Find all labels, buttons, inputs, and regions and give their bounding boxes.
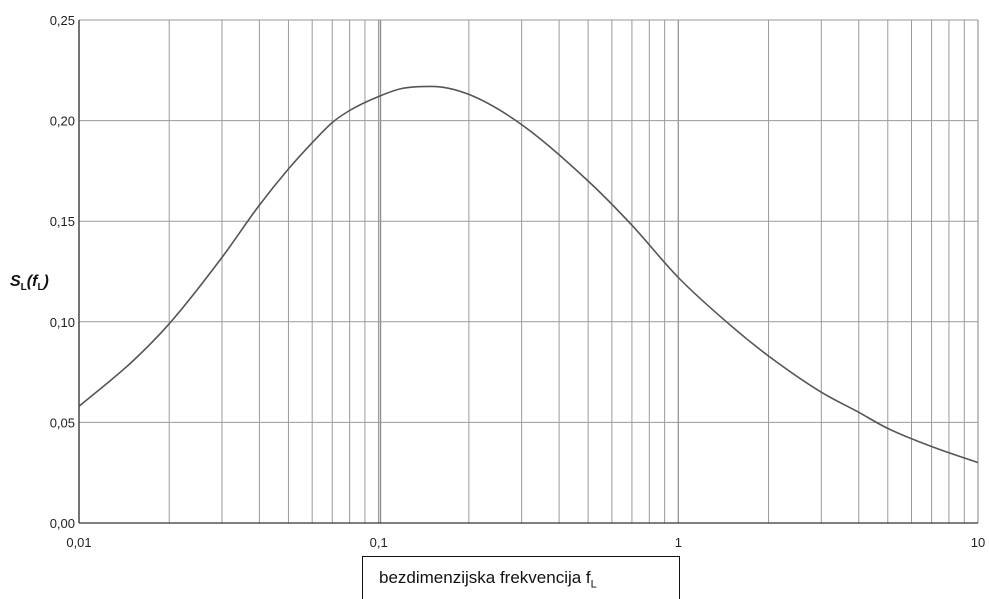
y-tick-label: 0,25 xyxy=(50,13,75,28)
tick-labels: 0,00 0,05 0,10 0,15 0,20 0,25 0,01 0,1 1 10 xyxy=(50,13,986,550)
y-tick-label: 0,05 xyxy=(50,415,75,430)
y-tick-label: 0,20 xyxy=(50,114,75,129)
grid xyxy=(78,19,979,524)
x-axis-label: bezdimenzijska frekvencija fL xyxy=(379,568,597,591)
x-axis-label-box: bezdimenzijska frekvencija fL xyxy=(362,556,680,599)
y-tick-label: 0,00 xyxy=(50,516,75,531)
series-line xyxy=(78,85,979,464)
x-tick-label: 0,1 xyxy=(370,535,388,550)
x-tick-label: 10 xyxy=(971,535,985,550)
y-tick-label: 0,10 xyxy=(50,315,75,330)
x-tick-label: 1 xyxy=(675,535,682,550)
y-axis-label: SL(fL) xyxy=(10,273,49,293)
y-tick-label: 0,15 xyxy=(50,214,75,229)
x-tick-label: 0,01 xyxy=(66,535,91,550)
